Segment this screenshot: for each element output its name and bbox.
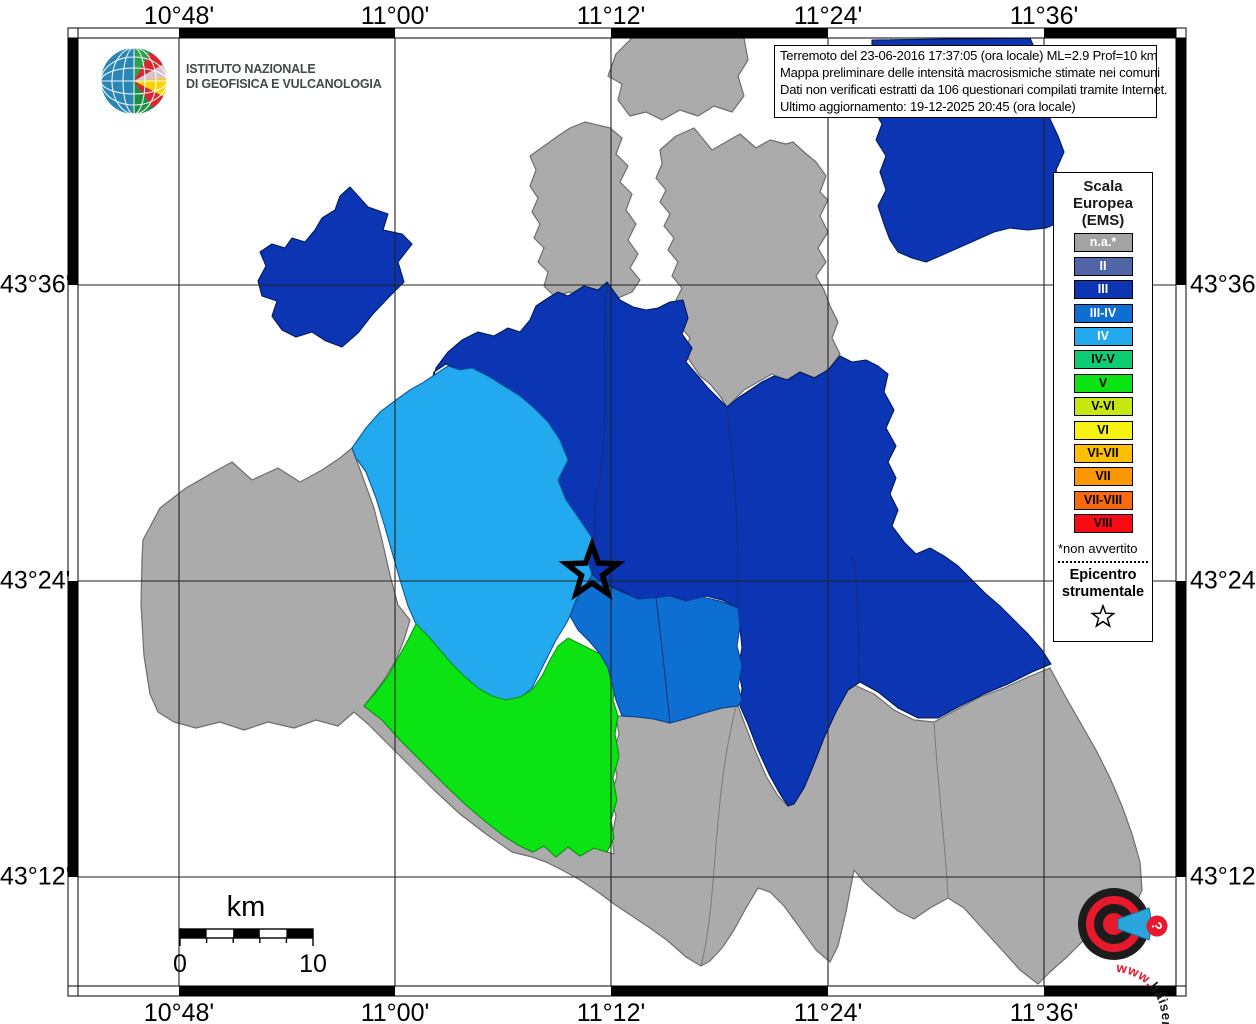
legend-divider bbox=[1057, 561, 1149, 564]
lat-label-right-2: 43°12' bbox=[1190, 862, 1256, 891]
lon-label-top-3: 11°24' bbox=[793, 2, 863, 30]
question-badge bbox=[1146, 915, 1168, 937]
legend-swatch-na: n.a.* bbox=[1073, 233, 1133, 253]
legend-swatch-viii: VIII bbox=[1073, 514, 1133, 534]
lat-label-left-0: 43°36' bbox=[0, 270, 71, 299]
event-info-box: Terremoto del 23-06-2016 17:37:05 (ora l… bbox=[774, 45, 1168, 118]
legend-swatch-iv: IV bbox=[1073, 326, 1133, 346]
lon-label-bottom-4: 11°36' bbox=[1009, 999, 1079, 1024]
legend-title-line1: Scala bbox=[1083, 178, 1123, 195]
map-frame bbox=[67, 27, 1187, 997]
legend-epicenter-line1: Epicentro bbox=[1069, 567, 1137, 584]
lat-label-left-2: 43°12' bbox=[0, 862, 71, 891]
ingv-wordmark-line2: DI GEOFISICA E VULCANOLOGIA bbox=[186, 77, 382, 91]
scale-bar-end: 10 bbox=[299, 950, 327, 978]
legend-swatch-v-vi: V-VI bbox=[1073, 397, 1133, 417]
lon-label-bottom-3: 11°24' bbox=[793, 999, 863, 1024]
event-info-line3: Dati non verificati estratti da 106 ques… bbox=[780, 82, 1168, 97]
region-iii-northwest bbox=[257, 186, 413, 348]
legend-swatch-iii-iv: III-IV bbox=[1073, 303, 1133, 323]
lat-label-right-0: 43°36' bbox=[1190, 270, 1256, 299]
lat-label-left-1: 43°24' bbox=[0, 566, 71, 595]
legend-swatch-vi-vii: VI-VII bbox=[1073, 443, 1133, 463]
legend-title-line3: (EMS) bbox=[1081, 212, 1125, 229]
ingv-globe-icon bbox=[100, 47, 168, 115]
lon-label-top-1: 11°00' bbox=[360, 2, 430, 30]
ingv-wordmark: ISTITUTO NAZIONALE DI GEOFISICA E VULCAN… bbox=[186, 62, 382, 92]
legend-swatch-vii: VII bbox=[1073, 467, 1133, 487]
legend-swatch-vi: VI bbox=[1073, 420, 1133, 440]
legend-swatch-vii-viii: VII-VIII bbox=[1073, 490, 1133, 510]
lon-label-top-2: 11°12' bbox=[576, 2, 646, 30]
ingv-branding: ISTITUTO NAZIONALE DI GEOFISICA E VULCAN… bbox=[96, 44, 386, 118]
lon-label-top-0: 10°48' bbox=[143, 2, 215, 30]
event-info-line2: Mappa preliminare delle intensità macros… bbox=[780, 65, 1160, 80]
legend-swatch-ii: II bbox=[1073, 256, 1133, 276]
intensity-legend: Scala Europea (EMS) n.a.* II III III-IV … bbox=[1053, 172, 1153, 642]
lat-label-right-1: 43°24' bbox=[1190, 566, 1256, 595]
lon-label-bottom-0: 10°48' bbox=[143, 999, 215, 1024]
event-info-line4: Ultimo aggiornamento: 19-12-2025 20:45 (… bbox=[780, 99, 1076, 114]
region-v bbox=[363, 623, 620, 858]
legend-epicenter-star-icon bbox=[1090, 603, 1116, 628]
legend-epicenter-line2: strumentale bbox=[1061, 584, 1145, 601]
ingv-wordmark-line1: ISTITUTO NAZIONALE bbox=[186, 62, 316, 76]
lon-label-bottom-2: 11°12' bbox=[576, 999, 646, 1024]
legend-swatch-iii: III bbox=[1073, 280, 1133, 300]
region-na-top-centre bbox=[607, 38, 749, 121]
scale-bar-start: 0 bbox=[173, 950, 187, 978]
question-mark: ? bbox=[1148, 920, 1165, 931]
scale-bar: km 0 10 bbox=[173, 891, 327, 978]
lon-label-bottom-1: 11°00' bbox=[360, 999, 430, 1024]
region-iii-iv bbox=[569, 574, 743, 724]
legend-title-line2: Europea bbox=[1072, 195, 1133, 212]
legend-footnote: *non avvertito bbox=[1058, 541, 1138, 557]
scale-bar-unit: km bbox=[227, 891, 266, 923]
legend-swatch-iv-v: IV-V bbox=[1073, 350, 1133, 370]
legend-swatch-v: V bbox=[1073, 373, 1133, 393]
event-info-line1: Terremoto del 23-06-2016 17:37:05 (ora l… bbox=[780, 48, 1158, 63]
lon-label-top-4: 11°36' bbox=[1009, 2, 1079, 30]
epicenter-star bbox=[558, 536, 626, 601]
internal-borders-gray bbox=[700, 706, 949, 967]
graticule-grid bbox=[78, 38, 1176, 986]
